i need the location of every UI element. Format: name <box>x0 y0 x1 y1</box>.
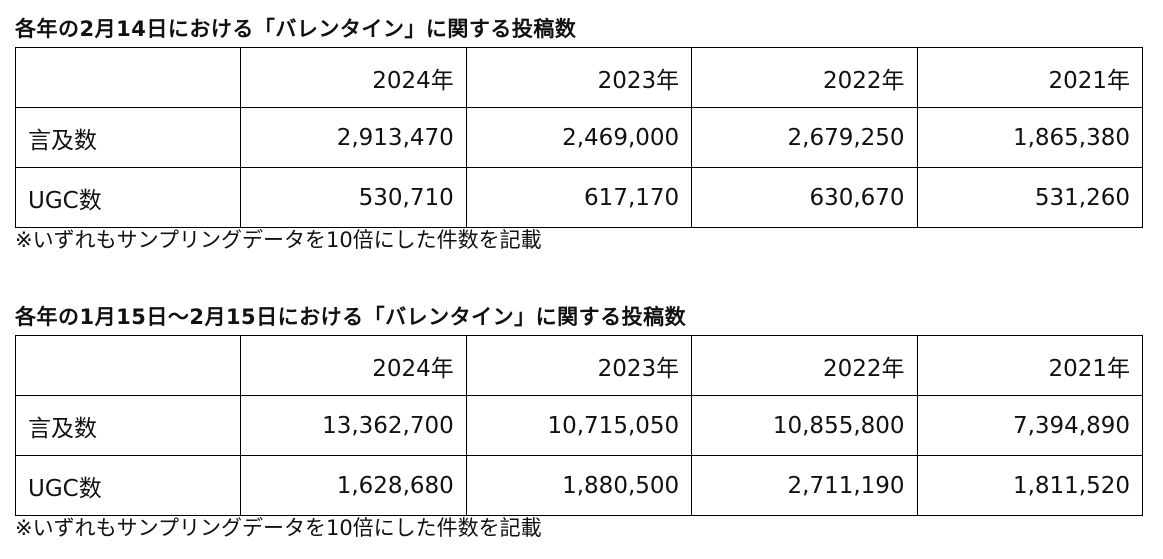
table-cell: 617,170 <box>465 167 693 228</box>
table-cell: 7,394,890 <box>916 395 1144 456</box>
column-header-2022: 2022年 <box>691 335 918 396</box>
row-label-ugc: UGC数 <box>14 455 242 516</box>
table-corner-cell <box>14 335 242 396</box>
data-table: 2024年 2023年 2022年 2021年 言及数 2,913,470 2,… <box>14 47 1144 228</box>
table-title: 各年の1月15日〜2月15日における「バレンタイン」に関する投稿数 <box>15 305 687 329</box>
table-footnote: ※いずれもサンプリングデータを10倍にした件数を記載 <box>15 516 542 540</box>
table-cell: 1,880,500 <box>465 455 693 516</box>
table-section-jan15-feb15: 各年の1月15日〜2月15日における「バレンタイン」に関する投稿数 2024年 … <box>14 302 1144 541</box>
table-cell: 10,715,050 <box>465 395 693 456</box>
table-row: 言及数 13,362,700 10,715,050 10,855,800 7,3… <box>14 395 1144 456</box>
table-cell: 1,865,380 <box>916 107 1144 168</box>
row-label-mentions: 言及数 <box>14 107 242 168</box>
table-title: 各年の2月14日における「バレンタイン」に関する投稿数 <box>15 17 577 41</box>
table-cell: 2,913,470 <box>240 107 467 168</box>
column-header-2021: 2021年 <box>916 335 1144 396</box>
column-header-2023: 2023年 <box>465 47 693 108</box>
column-header-2021: 2021年 <box>916 47 1144 108</box>
column-header-2024: 2024年 <box>240 335 467 396</box>
table-cell: 13,362,700 <box>240 395 467 456</box>
column-header-2023: 2023年 <box>465 335 693 396</box>
table-cell: 2,711,190 <box>691 455 918 516</box>
table-row: UGC数 530,710 617,170 630,670 531,260 <box>14 167 1144 228</box>
data-table: 2024年 2023年 2022年 2021年 言及数 13,362,700 1… <box>14 335 1144 516</box>
table-cell: 1,811,520 <box>916 455 1144 516</box>
column-header-2022: 2022年 <box>691 47 918 108</box>
table-row: 言及数 2,913,470 2,469,000 2,679,250 1,865,… <box>14 107 1144 168</box>
column-header-2024: 2024年 <box>240 47 467 108</box>
table-cell: 530,710 <box>240 167 467 228</box>
row-label-ugc: UGC数 <box>14 167 242 228</box>
table-cell: 2,679,250 <box>691 107 918 168</box>
table-cell: 2,469,000 <box>465 107 693 168</box>
table-header-row: 2024年 2023年 2022年 2021年 <box>14 335 1144 396</box>
row-label-mentions: 言及数 <box>14 395 242 456</box>
table-cell: 630,670 <box>691 167 918 228</box>
table-cell: 10,855,800 <box>691 395 918 456</box>
table-cell: 1,628,680 <box>240 455 467 516</box>
table-corner-cell <box>14 47 242 108</box>
table-section-feb14: 各年の2月14日における「バレンタイン」に関する投稿数 2024年 2023年 … <box>14 14 1144 253</box>
table-row: UGC数 1,628,680 1,880,500 2,711,190 1,811… <box>14 455 1144 516</box>
table-footnote: ※いずれもサンプリングデータを10倍にした件数を記載 <box>15 228 542 252</box>
table-cell: 531,260 <box>916 167 1144 228</box>
table-header-row: 2024年 2023年 2022年 2021年 <box>14 47 1144 108</box>
